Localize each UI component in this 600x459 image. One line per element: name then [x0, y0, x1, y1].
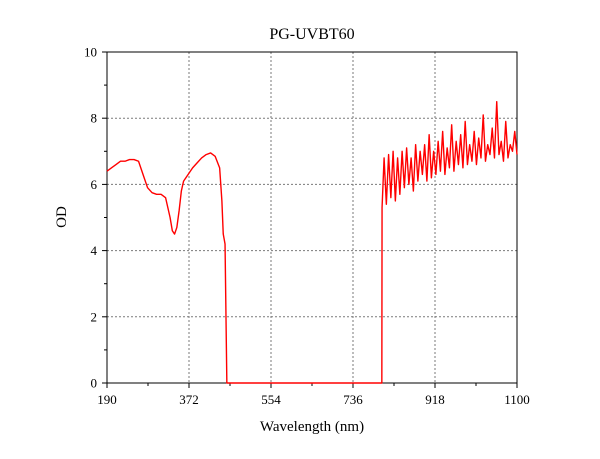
chart-title: PG-UVBT60 — [269, 26, 354, 43]
x-tick-label: 372 — [179, 392, 199, 407]
y-tick-label: 2 — [91, 309, 98, 324]
tick-marks — [102, 51, 518, 388]
y-tick-labels: 0 2 4 6 8 10 — [84, 45, 98, 391]
x-axis-label: Wavelength (nm) — [260, 419, 364, 435]
x-tick-labels: 190 372 554 736 918 1100 — [97, 392, 530, 407]
grid-lines — [107, 52, 517, 383]
x-tick-label: 554 — [261, 392, 281, 407]
y-tick-label: 6 — [91, 177, 98, 192]
x-tick-label: 1100 — [504, 392, 530, 407]
data-series — [106, 100, 518, 384]
x-tick-label: 918 — [425, 392, 445, 407]
y-axis-label: OD — [54, 206, 70, 228]
y-tick-label: 8 — [91, 111, 98, 126]
x-tick-label: 190 — [97, 392, 117, 407]
y-tick-label: 10 — [84, 45, 97, 60]
x-tick-label: 736 — [343, 392, 363, 407]
y-tick-label: 4 — [91, 243, 98, 258]
y-tick-label: 0 — [91, 376, 98, 391]
plot-frame — [106, 51, 518, 384]
od-series-line — [106, 100, 518, 384]
